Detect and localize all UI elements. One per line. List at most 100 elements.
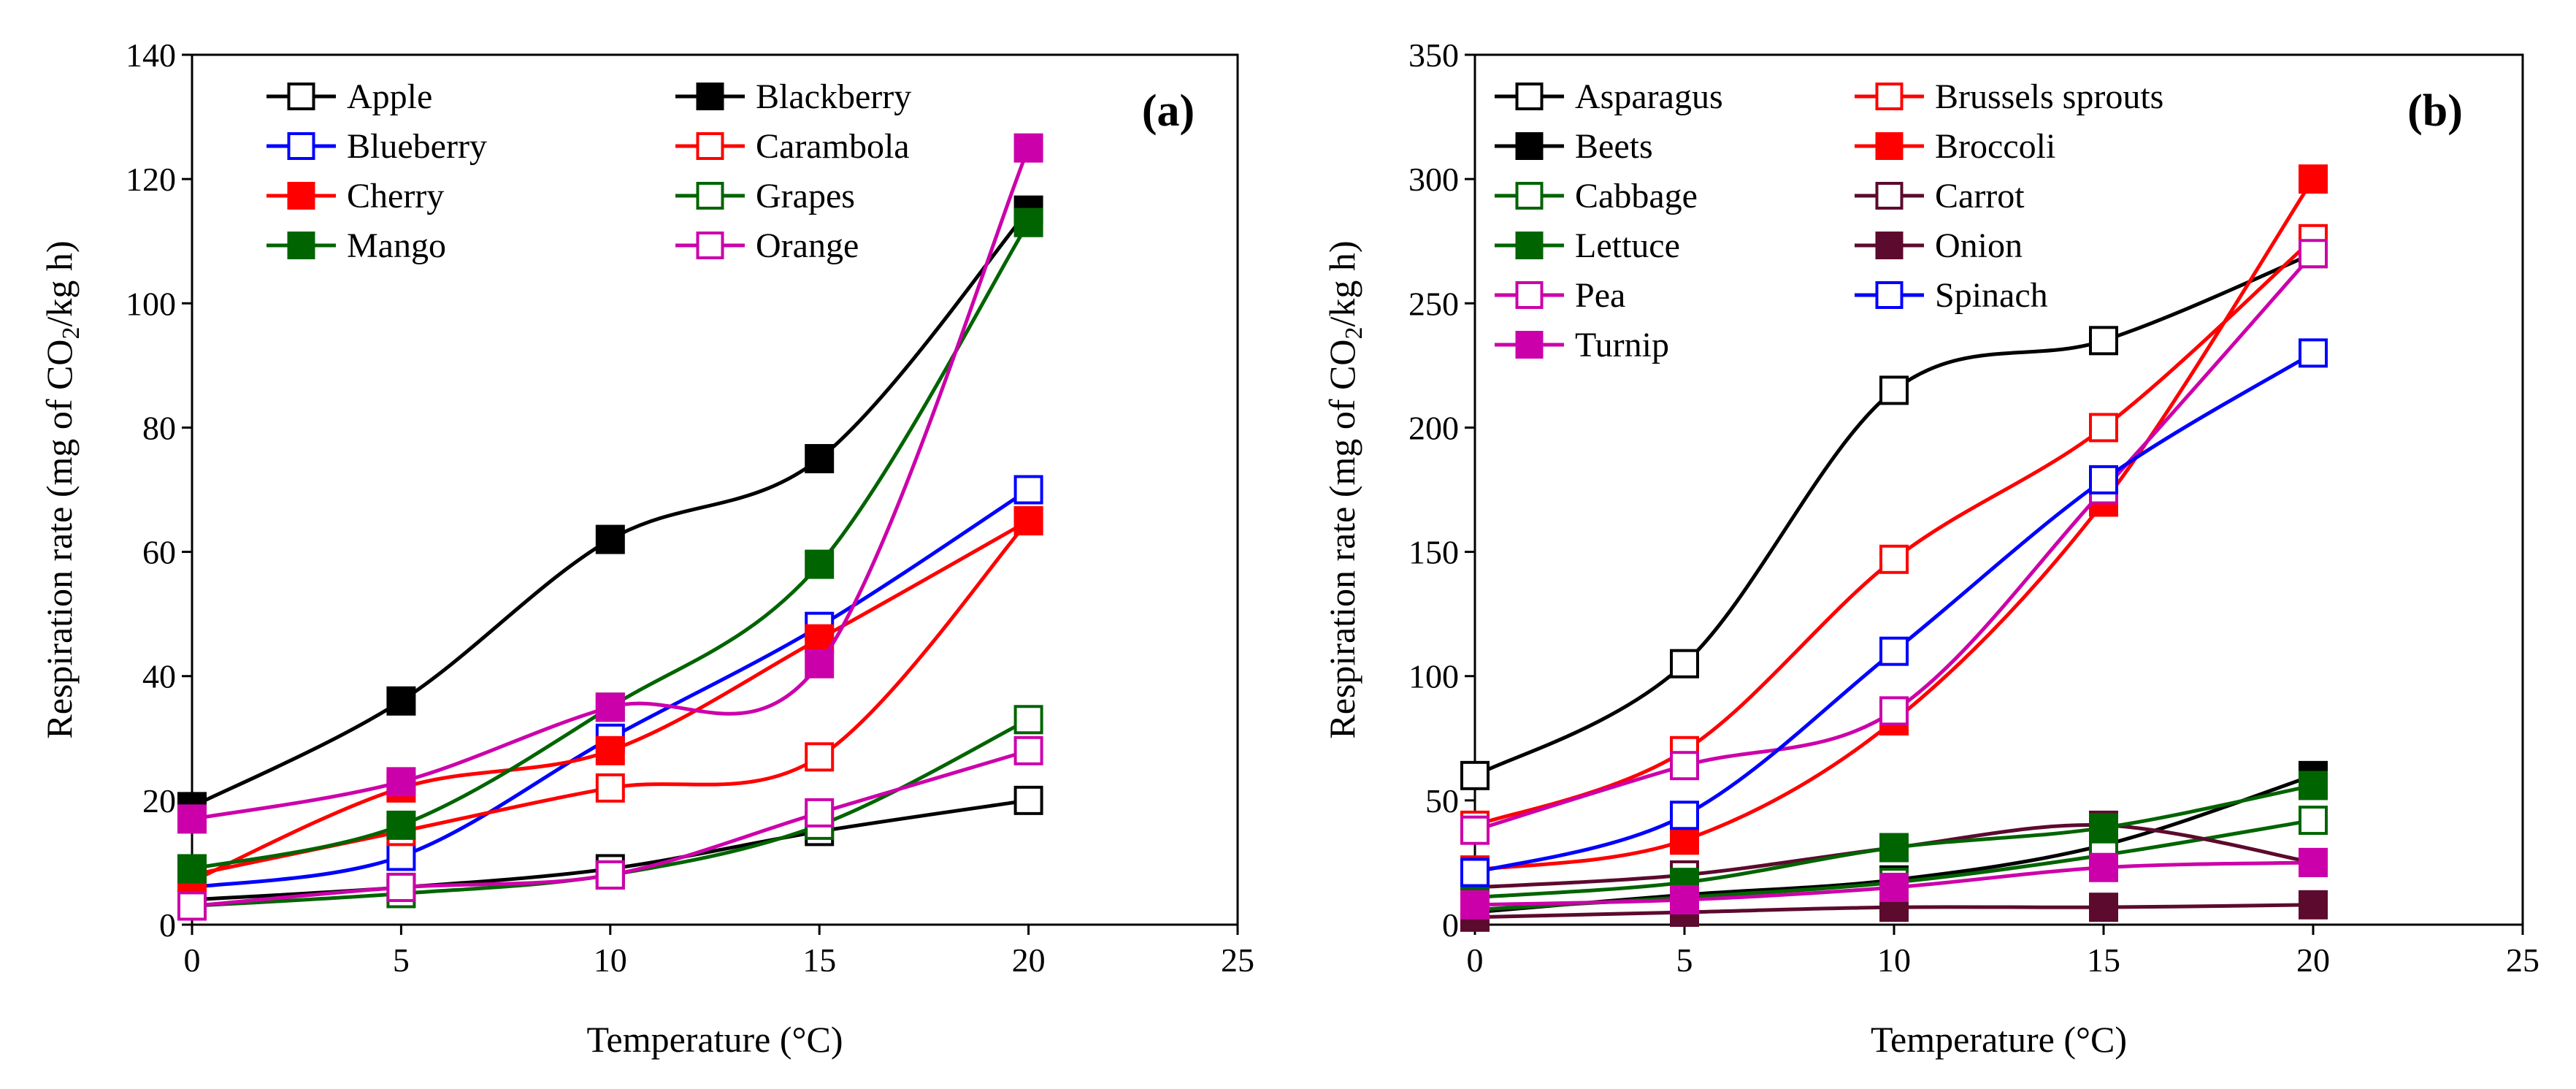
y-axis-title-part: Respiration rate (mg of CO [39,339,80,738]
y-tick-label: 80 [142,409,176,446]
data-point [1013,506,1043,536]
data-point [595,773,625,803]
data-point [386,767,416,797]
y-tick-label: 140 [126,37,176,74]
data-point [1879,696,1909,726]
legend-label: Asparagus [1575,77,1723,116]
series-line [1474,351,2315,874]
legend-item: Apple [267,77,432,116]
legend-marker [1515,132,1544,160]
legend-item: Carambola [675,127,910,166]
data-point [1670,884,1699,914]
data-point [1879,833,1909,863]
data-point [177,854,207,884]
y-tick-label: 50 [1425,782,1459,819]
legend-item: Spinach [1855,276,2048,315]
y-tick-label: 60 [142,534,176,571]
data-point [1013,705,1043,735]
data-point [1670,800,1699,830]
data-point [177,891,207,921]
legend-marker [1875,182,1904,210]
legend-item: Blackberry [675,77,911,116]
y-tick-label: 100 [1408,658,1459,695]
legend-label: Spinach [1935,276,2048,315]
data-point [1013,207,1043,237]
y-axis-title-part: /kg h) [1322,240,1362,326]
data-point [1670,649,1699,679]
legend-item: Brussels sprouts [1855,77,2163,116]
data-point [1460,857,1490,887]
data-point [805,549,835,579]
data-point [1460,890,1490,920]
data-point [1879,544,1909,574]
legend-label: Apple [347,77,432,116]
panel-a: 0 20 40 60 80 100 120 140 0 5 10 15 20 25 Temperature … [39,37,1254,1060]
data-point [1460,815,1490,845]
data-point [2089,852,2118,882]
data-point [2299,239,2328,269]
data-point [2089,893,2118,922]
x-tick-label: 5 [393,941,410,979]
legend-label: Turnip [1575,326,1669,364]
series-line [191,221,1030,871]
legend-item: Cabbage [1495,177,1698,215]
legend-label: Onion [1935,226,2023,265]
data-point [2299,847,2328,877]
y-axis-title-part: /kg h) [39,240,80,326]
y-tick-label: 20 [142,782,176,819]
legend-marker [287,182,315,210]
legend-label: Lettuce [1575,226,1680,265]
legend-marker [696,182,724,210]
data-point [2299,771,2328,800]
legend-label: Carrot [1935,177,2025,215]
data-point [1879,872,1909,902]
series-line [1474,177,2315,872]
legend-label: Carambola [756,127,910,166]
data-point [2299,338,2328,368]
legend-marker [1875,132,1904,160]
y-axis-title: Respiration rate (mg of CO2/kg h) [1322,240,1368,738]
plot-frame [1473,53,2524,926]
data-point [805,742,835,772]
y-tick-label: 150 [1408,534,1459,571]
y-axis-title-subscript: 2 [58,326,85,339]
legend-item: Orange [675,226,859,265]
data-point [2089,813,2118,843]
y-tick-label: 300 [1408,161,1459,198]
legend-label: Beets [1575,127,1653,166]
y-tick-label: 120 [126,161,176,198]
legend-marker [1515,83,1544,110]
x-tick-label: 15 [2087,941,2120,979]
legend-marker [1515,331,1544,359]
data-point [2299,806,2328,836]
y-tick-label: 40 [142,658,176,695]
x-tick-label: 20 [1012,941,1046,979]
data-point [2089,326,2118,356]
data-point [2299,164,2328,194]
legend-label: Blackberry [756,77,911,116]
data-point [2299,890,2328,920]
x-tick-label: 10 [1877,941,1911,979]
legend-marker [1515,182,1544,210]
legend-marker [696,83,724,110]
data-point [595,692,625,722]
data-point [1013,475,1043,505]
x-tick-label: 5 [1676,941,1693,979]
legend-label: Brussels sprouts [1935,77,2163,116]
legend-item: Lettuce [1495,226,1680,265]
data-point [805,443,835,473]
x-tick-label: 10 [594,941,627,979]
panel-label: (b) [2407,86,2463,136]
y-tick-label: 250 [1408,285,1459,322]
x-tick-label: 25 [2506,941,2539,979]
x-tick-label: 15 [802,941,836,979]
legend-marker [287,83,315,110]
y-tick-label: 0 [159,906,176,944]
legend-item: Blueberry [267,127,487,166]
series-line [191,147,1030,821]
legend-marker [1875,232,1904,259]
data-point [595,860,625,890]
panel-label: (a) [1142,86,1195,136]
legend-marker [287,132,315,160]
legend-label: Cherry [347,177,444,215]
